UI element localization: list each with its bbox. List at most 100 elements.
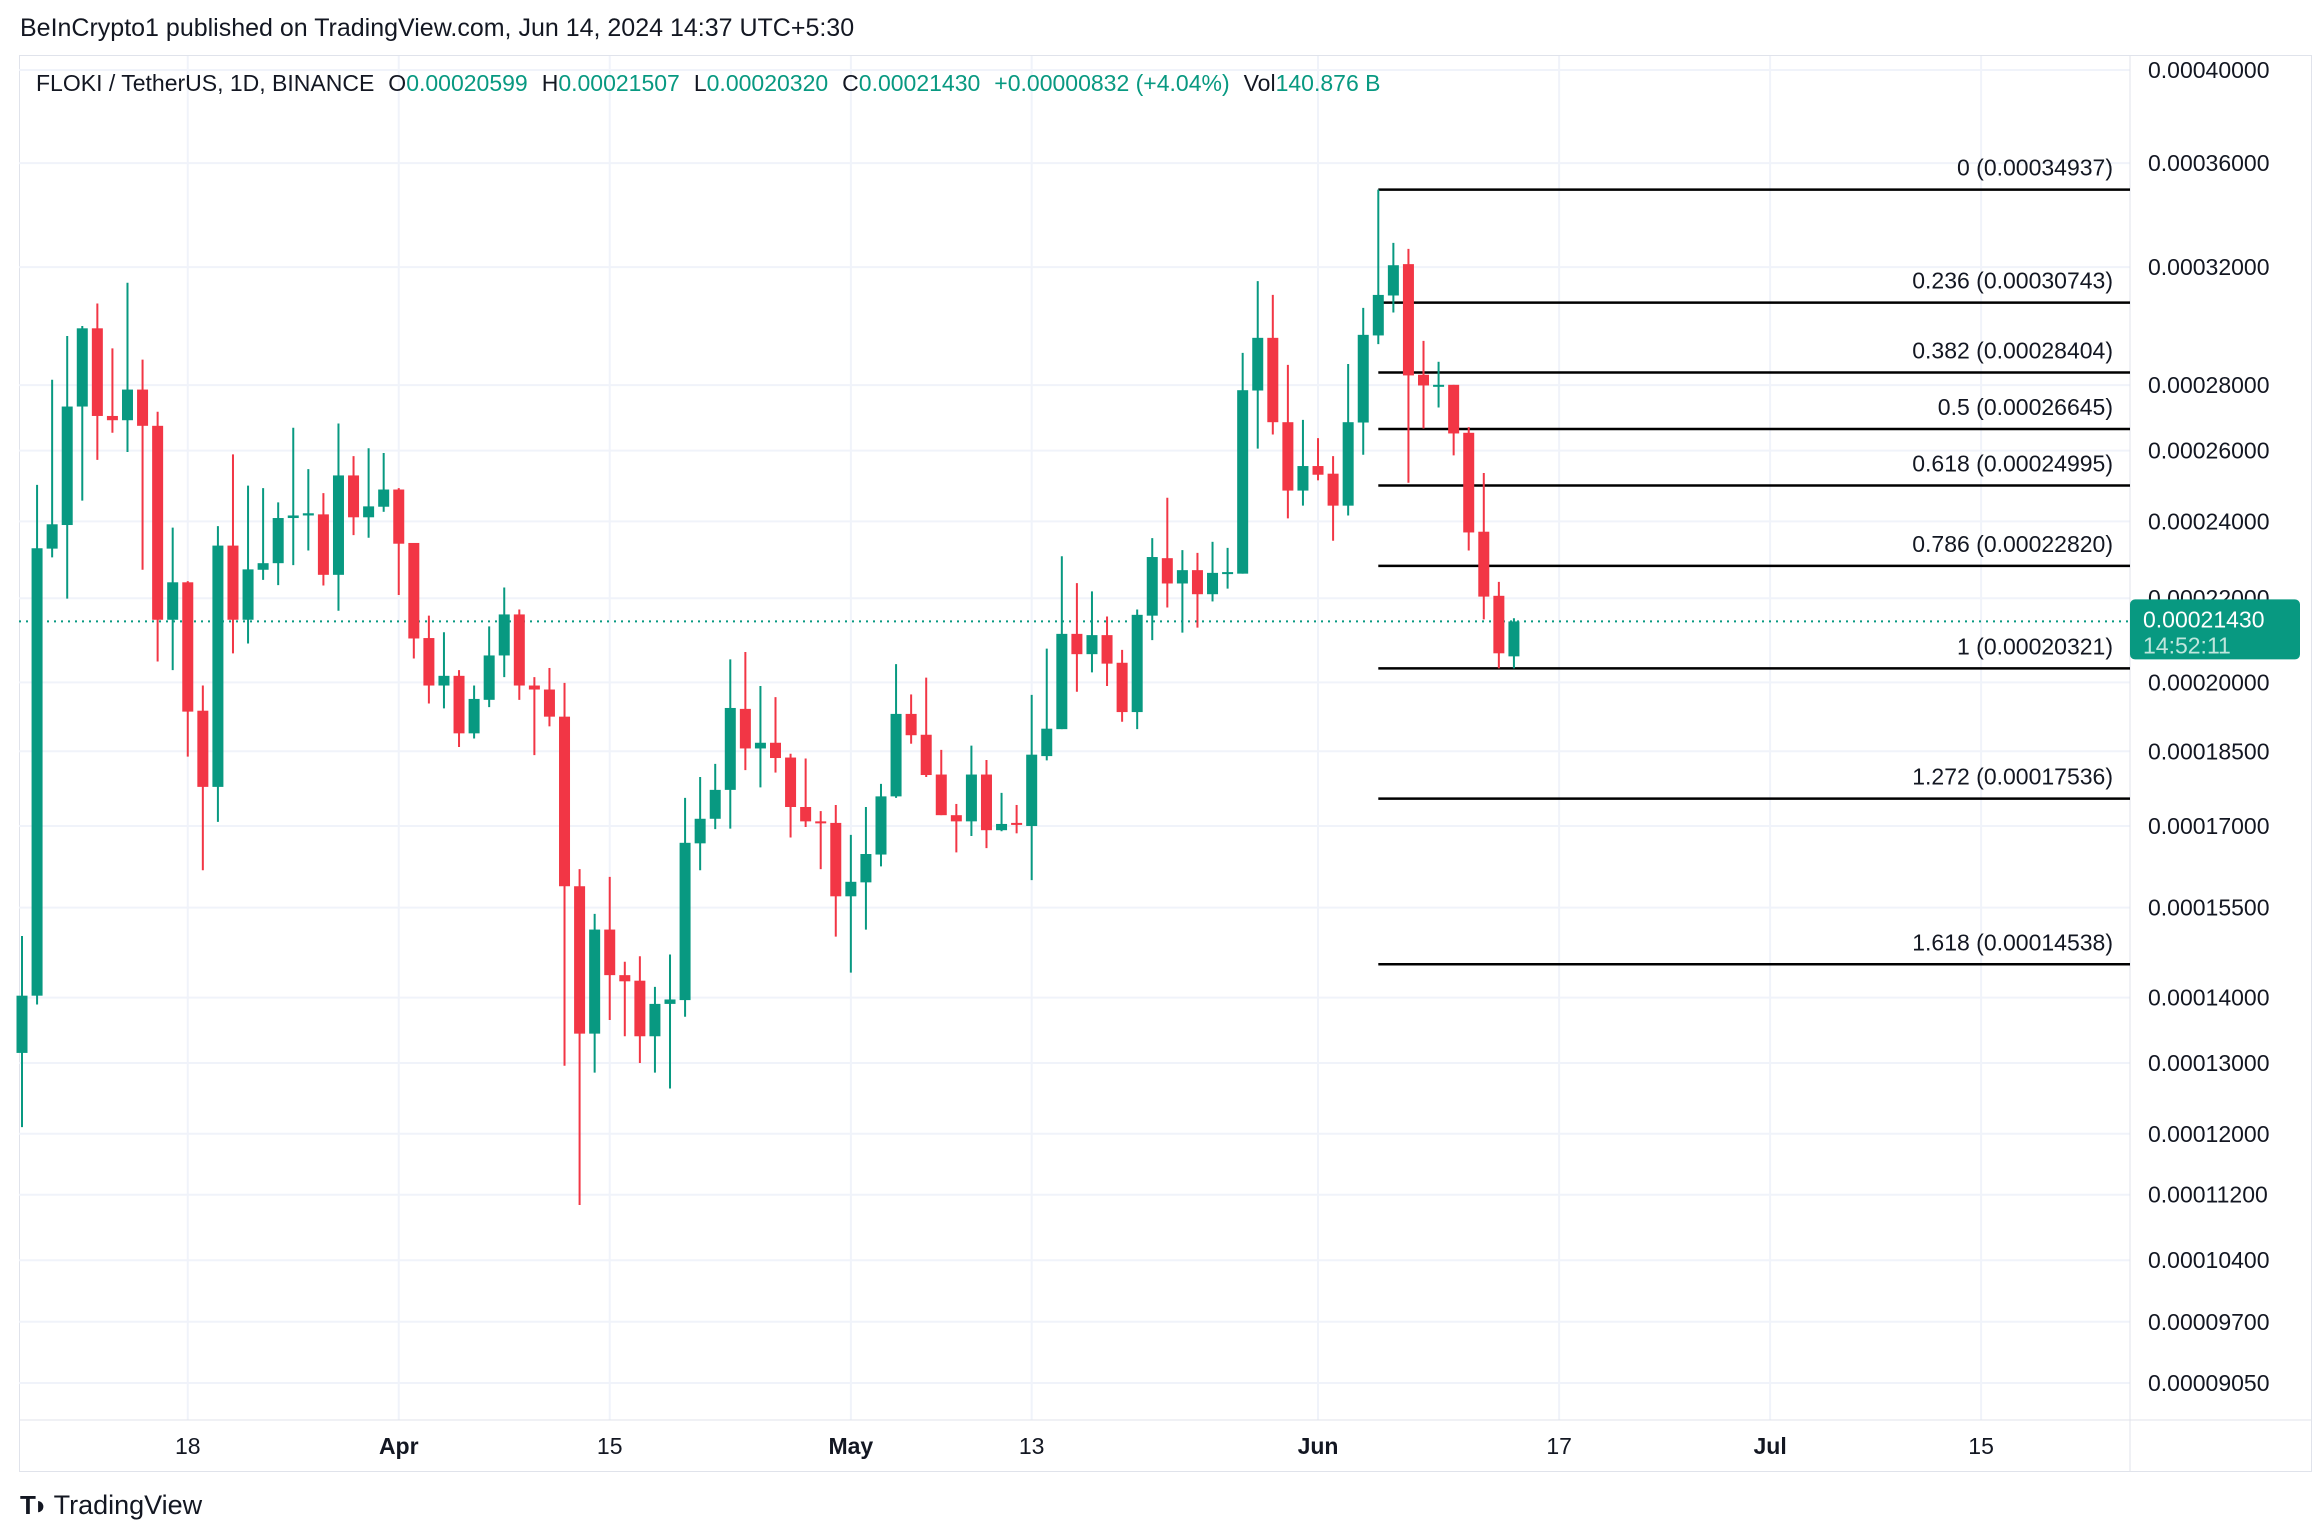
tradingview-logo-icon: T◗: [20, 1490, 49, 1520]
candle-down: [574, 869, 586, 1206]
candle-body: [815, 821, 827, 824]
price-tick-label: 0.00011200: [2148, 1182, 2268, 1208]
candle-body: [770, 742, 781, 759]
fib-level-label: 1.618 (0.00014538): [1912, 929, 2113, 955]
candle-body: [980, 774, 992, 831]
symbol-label: FLOKI / TetherUS, 1D, BINANCE: [36, 70, 375, 96]
candle-body: [1463, 432, 1475, 533]
candle-down: [1116, 649, 1128, 722]
candle-up: [257, 488, 269, 580]
candle-down: [815, 811, 827, 870]
fib-level-label: 0 (0.00034937): [1957, 155, 2113, 181]
candle-body: [1433, 384, 1445, 387]
candle-body: [875, 796, 887, 855]
candle-up: [1433, 361, 1445, 408]
candle-body: [1222, 572, 1234, 575]
candle-down: [634, 956, 646, 1064]
candle-body: [920, 734, 932, 776]
candle-body: [91, 328, 103, 416]
close-label: C: [842, 70, 859, 96]
candle-up: [875, 783, 887, 867]
candle-up: [860, 806, 872, 930]
candle-down: [137, 359, 149, 570]
price-tick-label: 0.00036000: [2148, 150, 2270, 176]
candle-body: [332, 475, 344, 575]
tradingview-logo[interactable]: T◗ TradingView: [20, 1490, 202, 1521]
candle-down: [1312, 438, 1324, 481]
candle-down: [317, 493, 329, 586]
time-axis: 18 Apr 15 May 13 Jun 17 Jul 15: [175, 1433, 1994, 1459]
candle-body: [1086, 635, 1098, 655]
candle-down: [1448, 384, 1460, 456]
high-value: 0.00021507: [558, 70, 680, 96]
candle-body: [61, 406, 73, 526]
candle-body: [996, 823, 1008, 831]
candle-up: [965, 745, 977, 836]
candle-body: [1297, 466, 1309, 491]
candle-body: [453, 675, 465, 734]
candle-body: [1071, 633, 1083, 655]
candle-body: [679, 842, 691, 1001]
candle-up: [649, 986, 661, 1073]
candle-body: [1478, 531, 1490, 597]
candle-body: [649, 1003, 661, 1037]
candle-body: [513, 614, 525, 686]
candle-body: [785, 757, 797, 807]
close-value: 0.00021430: [858, 70, 981, 96]
candle-body: [438, 675, 450, 686]
candle-down: [513, 609, 525, 700]
candle-body: [709, 789, 721, 819]
candle-up: [1297, 419, 1309, 506]
candle-down: [91, 303, 103, 460]
time-tick-label: 15: [1968, 1433, 1994, 1459]
candle-up: [709, 763, 721, 830]
candle-body: [950, 815, 962, 822]
price-tick-label: 0.00012000: [2148, 1121, 2270, 1147]
candle-up: [996, 792, 1008, 832]
candle-body: [1493, 595, 1505, 654]
candle-body: [1402, 264, 1414, 376]
candle-down: [348, 456, 360, 536]
candle-up: [363, 448, 375, 538]
price-tick-label: 0.00017000: [2148, 813, 2270, 839]
candle-up: [76, 325, 88, 501]
candle-body: [1342, 422, 1354, 506]
candle-down: [770, 697, 781, 773]
candle-body: [1116, 662, 1128, 713]
candle-body: [76, 328, 88, 407]
candle-body: [348, 475, 360, 518]
candle-body: [935, 774, 947, 816]
open-value: 0.00020599: [406, 70, 528, 96]
candle-up: [378, 452, 390, 512]
candle-down: [739, 652, 751, 771]
candle-down: [1493, 581, 1505, 669]
fib-level-label: 0.382 (0.00028404): [1912, 337, 2113, 363]
candle-body: [46, 524, 58, 549]
candle-down: [1161, 497, 1173, 608]
price-tick-label: 0.00032000: [2148, 254, 2270, 280]
candle-up: [1146, 538, 1158, 641]
candle-body: [1161, 558, 1173, 584]
candle-body: [528, 685, 540, 690]
candle-body: [121, 389, 133, 421]
candle-up: [438, 632, 450, 709]
time-tick-label: 15: [597, 1433, 623, 1459]
candle-down: [543, 667, 555, 727]
candle-body: [1327, 473, 1339, 506]
candle-up: [1056, 556, 1068, 730]
candle-up: [1131, 609, 1143, 730]
chart-frame: [19, 55, 2312, 1472]
candle-body: [905, 713, 917, 736]
price-tick-label: 0.00009050: [2148, 1370, 2270, 1396]
candle-body: [197, 710, 209, 787]
candle-body: [604, 929, 616, 976]
candle-body: [574, 886, 586, 1034]
candle-body: [1026, 754, 1038, 827]
time-tick-label: 13: [1019, 1433, 1045, 1459]
countdown-label: 14:52:11: [2143, 632, 2231, 658]
candle-up: [212, 526, 224, 822]
candle-up: [1252, 281, 1264, 449]
candle-up: [694, 776, 706, 871]
candle-body: [483, 655, 495, 700]
